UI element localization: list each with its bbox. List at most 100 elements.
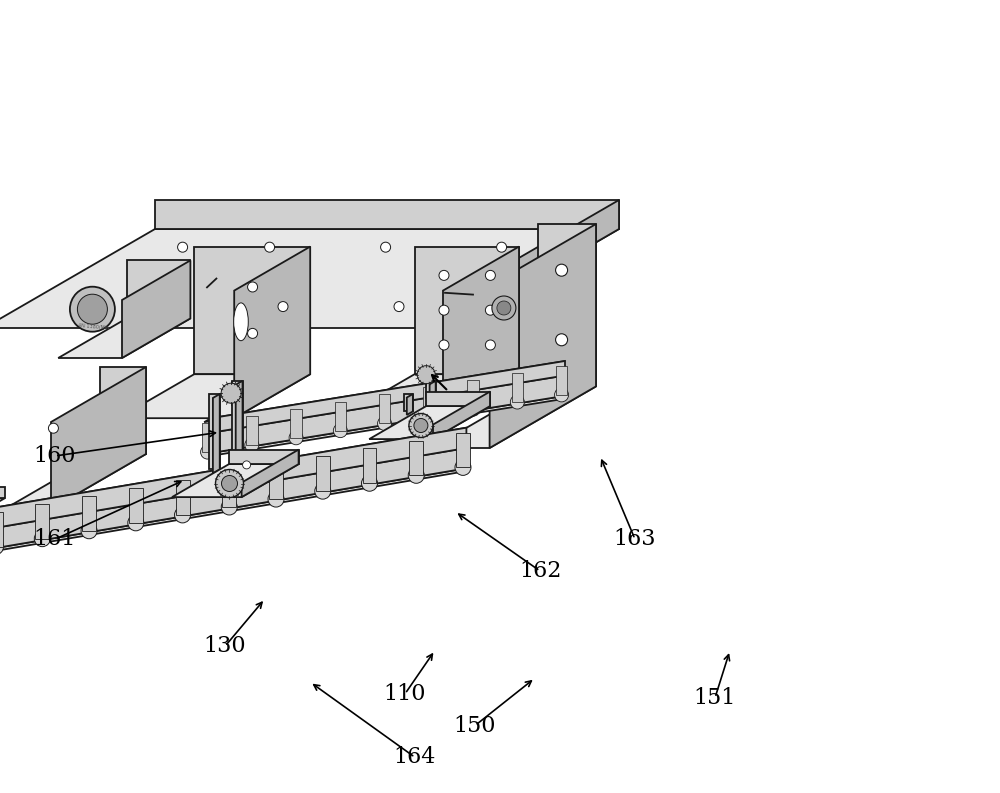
Circle shape	[417, 366, 435, 384]
Circle shape	[414, 419, 428, 432]
Polygon shape	[369, 406, 490, 439]
Circle shape	[466, 402, 480, 416]
Ellipse shape	[234, 303, 248, 341]
Text: 163: 163	[614, 528, 656, 550]
Circle shape	[439, 270, 449, 281]
Text: 162: 162	[519, 560, 561, 582]
Polygon shape	[213, 394, 220, 473]
Circle shape	[34, 531, 50, 546]
Polygon shape	[211, 376, 565, 453]
Polygon shape	[209, 394, 220, 469]
Polygon shape	[0, 229, 619, 328]
Circle shape	[221, 476, 238, 492]
Circle shape	[439, 305, 449, 315]
Polygon shape	[407, 394, 413, 415]
Circle shape	[422, 409, 436, 423]
Polygon shape	[0, 511, 3, 546]
Polygon shape	[0, 487, 5, 498]
Circle shape	[243, 461, 251, 469]
Circle shape	[492, 296, 516, 320]
Polygon shape	[129, 488, 143, 523]
Polygon shape	[211, 361, 565, 433]
Circle shape	[485, 270, 495, 281]
Polygon shape	[100, 367, 146, 454]
Polygon shape	[0, 469, 466, 551]
Circle shape	[201, 445, 215, 459]
Polygon shape	[415, 247, 519, 374]
Text: 160: 160	[34, 445, 76, 467]
Circle shape	[268, 491, 284, 507]
Polygon shape	[242, 450, 299, 497]
Polygon shape	[5, 454, 146, 509]
Polygon shape	[122, 260, 190, 358]
Polygon shape	[0, 498, 5, 509]
Ellipse shape	[77, 294, 107, 324]
Polygon shape	[335, 401, 346, 431]
Text: 161: 161	[34, 528, 76, 550]
Polygon shape	[538, 224, 596, 386]
Polygon shape	[58, 319, 190, 358]
Circle shape	[248, 282, 258, 292]
Text: 4N 1380/Min: 4N 1380/Min	[78, 323, 110, 331]
Polygon shape	[423, 387, 435, 416]
Polygon shape	[82, 496, 96, 531]
Circle shape	[394, 301, 404, 312]
Polygon shape	[0, 448, 466, 547]
Circle shape	[497, 242, 507, 252]
Polygon shape	[409, 440, 423, 475]
Polygon shape	[316, 456, 330, 491]
Circle shape	[175, 507, 191, 523]
Circle shape	[278, 301, 288, 312]
Circle shape	[81, 523, 97, 538]
Polygon shape	[232, 381, 243, 456]
Polygon shape	[433, 392, 490, 439]
Circle shape	[555, 388, 569, 402]
Polygon shape	[155, 200, 619, 229]
Polygon shape	[176, 480, 190, 515]
Circle shape	[556, 334, 568, 346]
Circle shape	[265, 242, 275, 252]
Circle shape	[215, 469, 243, 497]
Circle shape	[75, 301, 85, 312]
Polygon shape	[118, 374, 310, 418]
Polygon shape	[290, 408, 302, 438]
Circle shape	[245, 438, 259, 452]
Text: 130: 130	[204, 635, 246, 657]
Polygon shape	[363, 448, 376, 483]
Ellipse shape	[70, 287, 115, 331]
Polygon shape	[269, 464, 283, 499]
Circle shape	[289, 431, 303, 445]
Text: 151: 151	[694, 687, 736, 709]
Circle shape	[362, 475, 378, 491]
Polygon shape	[467, 380, 479, 409]
Polygon shape	[172, 464, 299, 497]
Polygon shape	[379, 394, 390, 423]
Polygon shape	[490, 224, 596, 448]
Polygon shape	[51, 367, 146, 509]
Circle shape	[162, 301, 172, 312]
Circle shape	[408, 467, 424, 483]
Circle shape	[221, 499, 237, 515]
Polygon shape	[234, 247, 310, 418]
Circle shape	[128, 515, 144, 531]
Polygon shape	[222, 472, 236, 507]
Circle shape	[221, 383, 241, 403]
Polygon shape	[127, 260, 190, 319]
Polygon shape	[35, 504, 49, 538]
Circle shape	[439, 340, 449, 350]
Polygon shape	[202, 423, 213, 452]
Circle shape	[178, 242, 188, 252]
Circle shape	[48, 423, 58, 433]
Polygon shape	[512, 373, 523, 402]
Circle shape	[378, 416, 392, 431]
Polygon shape	[0, 427, 466, 511]
Polygon shape	[204, 361, 565, 422]
Circle shape	[409, 413, 433, 438]
Circle shape	[333, 423, 347, 438]
Circle shape	[455, 459, 471, 475]
Polygon shape	[236, 381, 243, 460]
Circle shape	[315, 483, 331, 499]
Text: 110: 110	[384, 683, 426, 705]
Polygon shape	[432, 386, 596, 448]
Text: 164: 164	[394, 746, 436, 768]
